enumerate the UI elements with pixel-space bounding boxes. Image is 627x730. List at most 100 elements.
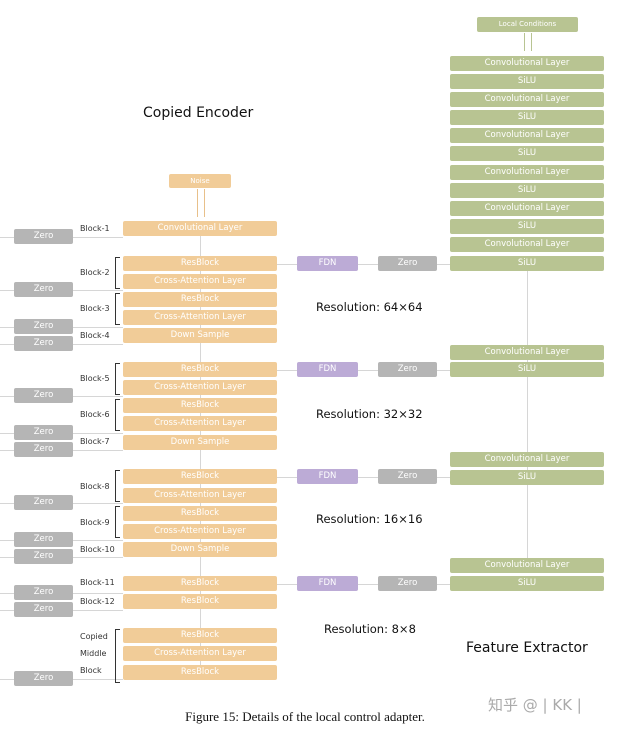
block-label: Block-5 xyxy=(80,374,110,383)
noise-arrow xyxy=(197,189,205,217)
extractor-layer: Convolutional Layer xyxy=(450,165,604,180)
extractor-spine xyxy=(527,270,528,570)
block-label: Block-11 xyxy=(80,578,115,587)
extractor-title: Feature Extractor xyxy=(466,640,588,656)
block-brace xyxy=(115,629,120,683)
zero-conv: Zero xyxy=(14,671,73,686)
zero-conv: Zero xyxy=(378,469,437,484)
encoder-layer: ResBlock xyxy=(123,594,277,609)
encoder-layer: ResBlock xyxy=(123,398,277,413)
fdn-connector xyxy=(277,584,450,585)
encoder-layer: ResBlock xyxy=(123,362,277,377)
encoder-spine xyxy=(200,236,201,676)
block-label: Block-10 xyxy=(80,545,115,554)
encoder-layer: Cross-Attention Layer xyxy=(123,524,277,539)
local-conditions-input: Local Conditions xyxy=(477,17,578,32)
encoder-title: Copied Encoder xyxy=(143,105,254,121)
zero-conv: Zero xyxy=(14,319,73,334)
encoder-layer: ResBlock xyxy=(123,469,277,484)
block-brace xyxy=(115,506,120,538)
block-label: Block-1 xyxy=(80,224,110,233)
encoder-layer: Cross-Attention Layer xyxy=(123,416,277,431)
zero-conv: Zero xyxy=(14,282,73,297)
zero-conv: Zero xyxy=(14,442,73,457)
block-label: Block-12 xyxy=(80,597,115,606)
encoder-layer: ResBlock xyxy=(123,628,277,643)
zero-conv: Zero xyxy=(14,549,73,564)
extractor-layer: SiLU xyxy=(450,470,604,485)
fdn-module: FDN xyxy=(297,469,358,484)
extractor-layer: Convolutional Layer xyxy=(450,558,604,573)
block-brace xyxy=(115,470,120,502)
noise-input: Noise xyxy=(169,174,231,188)
encoder-layer: ResBlock xyxy=(123,506,277,521)
extractor-layer: Convolutional Layer xyxy=(450,128,604,143)
zero-conv: Zero xyxy=(14,229,73,244)
encoder-layer: ResBlock xyxy=(123,256,277,271)
encoder-layer: Cross-Attention Layer xyxy=(123,646,277,661)
resolution-label: Resolution: 16×16 xyxy=(316,512,423,526)
resolution-label: Resolution: 32×32 xyxy=(316,407,423,421)
fdn-connector xyxy=(277,264,450,265)
zero-conv: Zero xyxy=(14,495,73,510)
encoder-layer: Cross-Attention Layer xyxy=(123,488,277,503)
resolution-label: Resolution: 64×64 xyxy=(316,300,423,314)
encoder-layer: Convolutional Layer xyxy=(123,221,277,236)
extractor-layer: SiLU xyxy=(450,576,604,591)
zero-conv: Zero xyxy=(14,425,73,440)
block-label: Block-7 xyxy=(80,437,110,446)
block-label: Block-8 xyxy=(80,482,110,491)
block-label: Block xyxy=(80,666,102,675)
block-brace xyxy=(115,399,120,431)
zero-conv: Zero xyxy=(378,256,437,271)
extractor-layer: Convolutional Layer xyxy=(450,237,604,252)
block-label: Block-6 xyxy=(80,410,110,419)
block-label: Block-2 xyxy=(80,268,110,277)
figure-caption: Figure 15: Details of the local control … xyxy=(185,709,425,724)
encoder-layer: Down Sample xyxy=(123,328,277,343)
extractor-layer: Convolutional Layer xyxy=(450,345,604,360)
encoder-layer: ResBlock xyxy=(123,292,277,307)
zero-conv: Zero xyxy=(14,602,73,617)
block-label: Middle xyxy=(80,649,107,658)
block-brace xyxy=(115,257,120,289)
block-brace xyxy=(115,293,120,325)
fdn-connector xyxy=(277,477,450,478)
watermark: 知乎 @ | KK | xyxy=(488,696,582,714)
block-label: Block-9 xyxy=(80,518,110,527)
zero-conv: Zero xyxy=(14,532,73,547)
fdn-module: FDN xyxy=(297,256,358,271)
encoder-layer: Cross-Attention Layer xyxy=(123,310,277,325)
extractor-layer: SiLU xyxy=(450,183,604,198)
fdn-connector xyxy=(277,370,450,371)
zero-conv: Zero xyxy=(378,362,437,377)
encoder-layer: Cross-Attention Layer xyxy=(123,274,277,289)
encoder-layer: ResBlock xyxy=(123,665,277,680)
block-label: Block-4 xyxy=(80,331,110,340)
block-label: Copied xyxy=(80,632,108,641)
fdn-module: FDN xyxy=(297,576,358,591)
extractor-layer: SiLU xyxy=(450,362,604,377)
encoder-layer: Cross-Attention Layer xyxy=(123,380,277,395)
extractor-layer: SiLU xyxy=(450,256,604,271)
extractor-layer: SiLU xyxy=(450,219,604,234)
encoder-layer: Down Sample xyxy=(123,542,277,557)
zero-conv: Zero xyxy=(378,576,437,591)
extractor-layer: Convolutional Layer xyxy=(450,452,604,467)
extractor-layer: Convolutional Layer xyxy=(450,201,604,216)
extractor-layer: SiLU xyxy=(450,146,604,161)
extractor-layer: Convolutional Layer xyxy=(450,56,604,71)
extractor-layer: SiLU xyxy=(450,110,604,125)
block-brace xyxy=(115,363,120,395)
zero-conv: Zero xyxy=(14,388,73,403)
extractor-layer: Convolutional Layer xyxy=(450,92,604,107)
fdn-module: FDN xyxy=(297,362,358,377)
encoder-layer: ResBlock xyxy=(123,576,277,591)
conditions-arrow xyxy=(524,33,532,51)
extractor-layer: SiLU xyxy=(450,74,604,89)
zero-conv: Zero xyxy=(14,585,73,600)
resolution-label: Resolution: 8×8 xyxy=(324,622,416,636)
encoder-layer: Down Sample xyxy=(123,435,277,450)
block-label: Block-3 xyxy=(80,304,110,313)
